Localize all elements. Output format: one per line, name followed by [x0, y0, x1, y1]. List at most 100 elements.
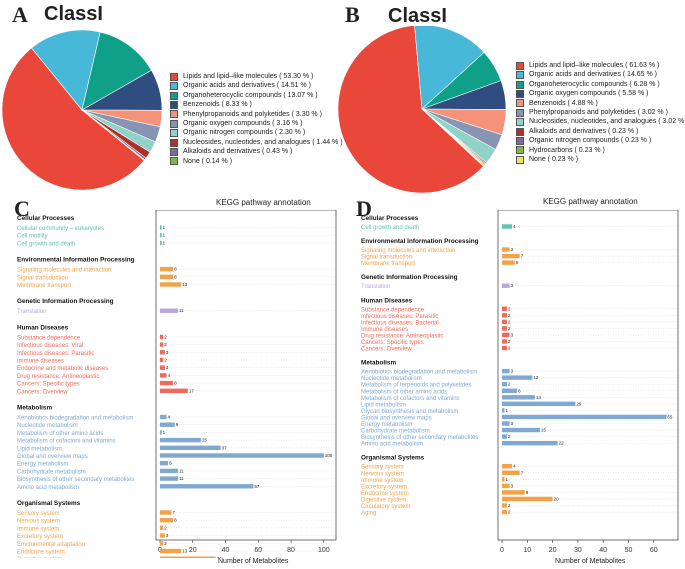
bar-value-label: 2 — [508, 510, 511, 515]
bar-value-label: 2 — [508, 313, 511, 318]
bar — [502, 388, 518, 393]
pathway-label: Global and overview maps — [361, 415, 432, 421]
bar — [160, 430, 162, 435]
bar-value-label: 37 — [222, 445, 228, 450]
bar-value-label: 9 — [526, 490, 529, 495]
bar — [160, 274, 174, 279]
bar — [160, 468, 179, 474]
bar — [160, 282, 182, 287]
bar — [160, 240, 162, 246]
bar — [502, 382, 508, 387]
bar — [502, 368, 510, 374]
x-tick-label: 40 — [599, 547, 607, 554]
bar-value-label: 8 — [174, 267, 177, 272]
x-tick-label: 60 — [650, 547, 658, 554]
panel-a-letter: A — [12, 2, 28, 27]
bar-value-label: 8 — [174, 381, 177, 386]
bar — [160, 233, 162, 238]
bar-value-label: 65 — [667, 414, 673, 419]
bar — [160, 461, 169, 466]
legend-item: Organoheterocyclic compounds ( 13.07 % ) — [170, 91, 343, 100]
bar-value-label: 100 — [325, 453, 333, 458]
pathway-label: Environmental adaptation — [17, 542, 85, 548]
legend-label: Hydrocarbons ( 0.23 % ) — [529, 146, 605, 154]
pathway-label: Carbohydrate metabolism — [361, 429, 430, 435]
legend-item: Benzenoids ( 4.88 % ) — [516, 99, 685, 108]
pathway-label: Amino acid metabolism — [17, 485, 79, 491]
legend-label: Benzenoids ( 4.88 % ) — [529, 99, 598, 107]
bar-value-label: 9 — [176, 422, 179, 427]
panel-c-letter: C — [14, 196, 30, 221]
legend-swatch — [516, 127, 524, 136]
panel-d-letter: D — [356, 196, 372, 221]
bar-value-label: 4 — [168, 373, 171, 378]
pathway-label: Immune diseases — [17, 359, 64, 365]
pathway-label: Xenobiotics biodegradation and metabolis… — [17, 416, 133, 422]
legend-label: None ( 0.23 % ) — [529, 156, 579, 164]
bar-value-label: 2 — [508, 434, 511, 439]
pathway-label: Membrane transport — [361, 261, 415, 267]
pathway-label: Immune system — [361, 478, 403, 484]
pathway-label: Sensory system — [361, 465, 404, 471]
x-tick-label: 100 — [318, 547, 330, 554]
bar — [160, 510, 172, 515]
bar-value-label: 3 — [166, 350, 169, 355]
bar-value-label: 4 — [513, 224, 516, 229]
bar — [502, 421, 510, 426]
legend-swatch — [516, 136, 524, 145]
legend-b: Lipids and lipid–like molecules ( 61.63 … — [516, 61, 685, 164]
pathway-label: Endocrine and metabolic diseases — [17, 366, 108, 372]
pie-b-slice — [337, 26, 484, 194]
bar — [160, 437, 201, 443]
bar — [502, 427, 540, 433]
legend-swatch — [170, 110, 178, 119]
bar — [502, 483, 510, 489]
bar-value-label: 2 — [508, 326, 511, 331]
legend-swatch — [516, 155, 524, 164]
pathway-label: Cellular community – eukaryotes — [17, 226, 104, 232]
pie-b-slice — [421, 108, 485, 167]
legend-a: Lipids and lipid–like molecules ( 53.30 … — [170, 72, 343, 166]
bar — [160, 484, 254, 489]
pathway-label: Infectious diseases: Bacterial — [361, 320, 439, 326]
bar-value-label: 1 — [163, 430, 166, 435]
panel-b-title: ClassI — [388, 5, 447, 27]
bar-value-label: 3 — [511, 369, 514, 374]
pie-a-slice — [81, 31, 152, 111]
pathway-label: Nervous system — [361, 471, 404, 477]
bar-value-label: 2 — [164, 541, 167, 546]
bar — [502, 313, 508, 318]
legend-label: Nucleosides, nucleotides, and analogues … — [529, 118, 685, 126]
plot-frame — [497, 210, 679, 541]
bar-value-label: 5 — [516, 260, 519, 265]
legend-label: Nucleosides, nucleotides, and analogues … — [183, 138, 343, 146]
bar-value-label: 1 — [506, 408, 509, 413]
legend-swatch — [516, 61, 524, 70]
panel-b-letter: B — [345, 2, 360, 27]
legend-label: Organic nitrogen compounds ( 0.23 % ) — [529, 137, 652, 145]
pathway-label: Cell growth and death — [361, 225, 419, 231]
bar — [160, 342, 164, 347]
legend-item: None ( 0.23 % ) — [516, 155, 685, 164]
bar — [502, 326, 508, 331]
pathway-label: Nervous system — [17, 519, 60, 525]
group-heading: Metabolism — [17, 405, 52, 412]
pathway-label: Infectious diseases: Parasitic — [361, 314, 438, 320]
pathway-label: Energy metabolism — [17, 462, 68, 468]
bar — [160, 350, 165, 355]
bar — [502, 319, 508, 325]
legend-swatch — [170, 91, 178, 100]
legend-label: Organic nitrogen compounds ( 2.30 % ) — [183, 129, 306, 137]
bar-value-label: 7 — [521, 254, 524, 259]
legend-swatch — [170, 72, 178, 81]
group-heading: Genetic Information Processing — [17, 298, 114, 305]
bar — [160, 357, 164, 363]
x-tick-label: 30 — [574, 547, 582, 554]
bar — [502, 395, 535, 400]
bar-value-label: 2 — [164, 358, 167, 363]
legend-swatch — [170, 147, 178, 156]
bar-value-label: 4 — [513, 464, 516, 469]
legend-item: Nucleosides, nucleotides, and analogues … — [516, 117, 685, 127]
pathway-label: Cell growth and death — [17, 241, 75, 247]
x-tick-label: 40 — [222, 547, 230, 554]
